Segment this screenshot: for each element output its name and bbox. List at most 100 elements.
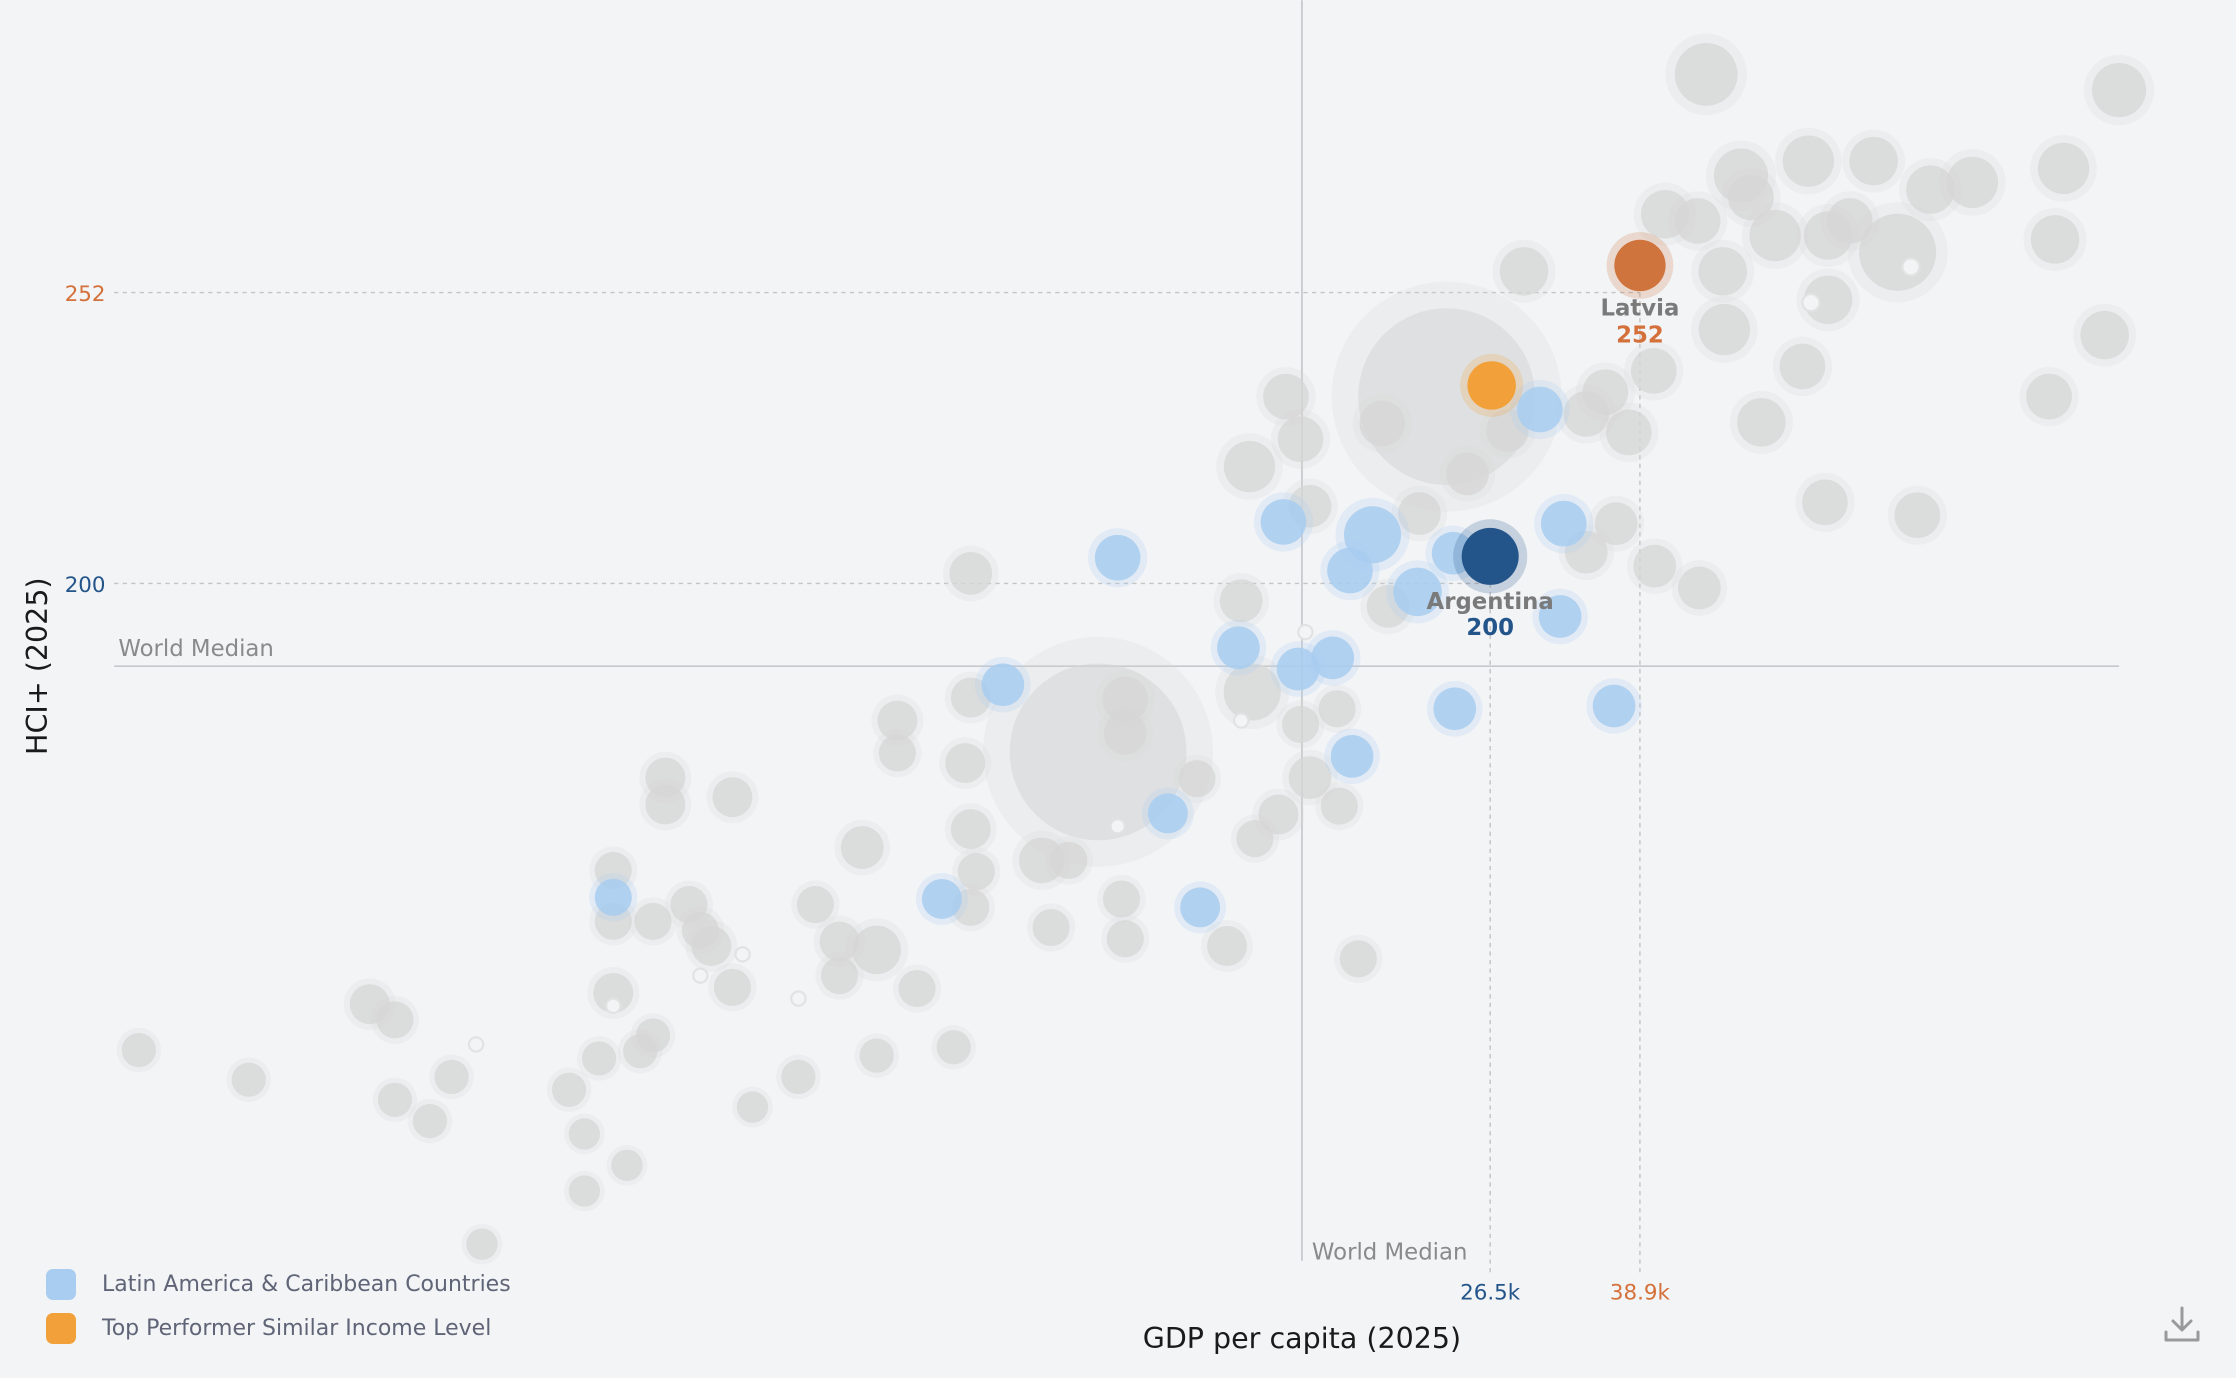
- bubble-country[interactable]: [898, 969, 936, 1008]
- bubble-country[interactable]: [466, 1228, 498, 1260]
- bubble-country[interactable]: [2026, 373, 2072, 420]
- bubble-small[interactable]: [1109, 818, 1126, 835]
- bubble-country[interactable]: [1032, 908, 1070, 947]
- bubble-country[interactable]: [1894, 492, 1941, 539]
- bubble-country[interactable]: [1103, 712, 1147, 755]
- bubble-country[interactable]: [1277, 416, 1324, 462]
- bubble-country[interactable]: [1782, 135, 1835, 187]
- bubble-country[interactable]: [1749, 209, 1801, 262]
- bubble-country[interactable]: [412, 1103, 448, 1139]
- bubble-country[interactable]: [713, 968, 751, 1006]
- bubble-country[interactable]: [551, 1072, 587, 1107]
- bubble-country[interactable]: [568, 1118, 601, 1150]
- bubble-country[interactable]: [1223, 440, 1276, 493]
- bubble-country[interactable]: [1019, 837, 1065, 884]
- bubble-country[interactable]: [1849, 136, 1898, 186]
- bubble-country[interactable]: [1263, 373, 1309, 420]
- bubble-country[interactable]: [594, 851, 632, 889]
- bubble-country[interactable]: [1282, 705, 1320, 743]
- bubble-country[interactable]: [1207, 926, 1248, 966]
- bubble-country[interactable]: [2091, 62, 2147, 118]
- bubble-country[interactable]: [957, 853, 995, 891]
- bubble-country[interactable]: [781, 1059, 816, 1095]
- bubble-latam[interactable]: [1517, 386, 1563, 433]
- bubble-country[interactable]: [1906, 165, 1955, 214]
- bubble-country[interactable]: [1605, 409, 1652, 456]
- bubble-latam[interactable]: [1260, 499, 1307, 545]
- bubble-country[interactable]: [2030, 215, 2080, 264]
- bubble-country[interactable]: [1339, 940, 1377, 978]
- bubble-country[interactable]: [611, 1149, 643, 1181]
- bubble-country[interactable]: [859, 1038, 894, 1073]
- bubble-country[interactable]: [949, 552, 993, 595]
- bubble-small[interactable]: [1233, 712, 1250, 729]
- bubble-latvia[interactable]: [1614, 239, 1666, 292]
- bubble-country[interactable]: [1178, 760, 1216, 798]
- bubble-country[interactable]: [1359, 400, 1406, 447]
- bubble-country[interactable]: [950, 677, 991, 718]
- bubble-country[interactable]: [1802, 479, 1848, 526]
- bubble-country[interactable]: [231, 1062, 266, 1097]
- bubble-country[interactable]: [1102, 676, 1149, 723]
- bubble-country[interactable]: [1320, 787, 1358, 825]
- bubble-small[interactable]: [467, 1036, 485, 1053]
- bubble-country[interactable]: [634, 902, 672, 940]
- bubble-country[interactable]: [840, 826, 884, 869]
- bubble-latam[interactable]: [1217, 626, 1260, 670]
- bubble-country[interactable]: [1236, 820, 1274, 858]
- bubble-country[interactable]: [2037, 142, 2090, 195]
- bubble-country[interactable]: [877, 700, 918, 741]
- bubble-country[interactable]: [1633, 544, 1677, 588]
- bubble-country[interactable]: [1826, 198, 1873, 244]
- bubble-country[interactable]: [819, 921, 860, 962]
- bubble-country[interactable]: [852, 925, 901, 975]
- bubble-argentina[interactable]: [1461, 527, 1519, 585]
- bubble-latam[interactable]: [1393, 567, 1442, 617]
- bubble-latam[interactable]: [981, 663, 1025, 707]
- bubble-country[interactable]: [1486, 409, 1529, 453]
- bubble-country[interactable]: [581, 1041, 617, 1076]
- bubble-country[interactable]: [2080, 310, 2129, 360]
- bubble-country[interactable]: [820, 957, 859, 995]
- bubble-country[interactable]: [1674, 43, 1738, 106]
- bubble-country[interactable]: [623, 1034, 658, 1069]
- bubble-country[interactable]: [568, 1175, 601, 1207]
- bubble-country[interactable]: [1050, 841, 1088, 879]
- legend-item-latam[interactable]: Latin America & Caribbean Countries: [46, 1262, 511, 1306]
- bubble-latam[interactable]: [1311, 636, 1355, 680]
- bubble-country[interactable]: [1318, 690, 1356, 728]
- bubble-country[interactable]: [1677, 566, 1721, 610]
- bubble-country[interactable]: [1946, 156, 1999, 209]
- bubble-country[interactable]: [1630, 348, 1677, 394]
- bubble-country[interactable]: [434, 1059, 469, 1095]
- bubble-country[interactable]: [878, 734, 916, 772]
- legend-item-top-performer[interactable]: Top Performer Similar Income Level: [46, 1306, 511, 1350]
- bubble-latam[interactable]: [1540, 500, 1587, 547]
- bubble-country[interactable]: [1737, 398, 1786, 447]
- bubble-country[interactable]: [736, 1091, 769, 1123]
- bubble-country[interactable]: [691, 926, 732, 966]
- bubble-country[interactable]: [1499, 247, 1549, 296]
- bubble-country[interactable]: [593, 973, 634, 1013]
- bubble-top-performer[interactable]: [1467, 361, 1516, 410]
- bubble-country[interactable]: [712, 777, 753, 818]
- bubble-country[interactable]: [1223, 663, 1281, 721]
- bubble-country[interactable]: [945, 743, 986, 784]
- bubble-latam[interactable]: [594, 878, 632, 916]
- bubble-latam[interactable]: [1147, 793, 1188, 834]
- bubble-small[interactable]: [605, 997, 622, 1015]
- bubble-latam[interactable]: [1538, 595, 1582, 638]
- bubble-small[interactable]: [692, 967, 709, 984]
- bubble-country[interactable]: [1803, 275, 1853, 325]
- bubble-small[interactable]: [790, 990, 807, 1007]
- bubble-country[interactable]: [1288, 756, 1332, 799]
- bubble-small[interactable]: [1801, 293, 1821, 313]
- bubble-country[interactable]: [349, 984, 390, 1025]
- bubble-country[interactable]: [1219, 579, 1263, 623]
- bubble-country[interactable]: [1698, 247, 1748, 296]
- bubble-latam[interactable]: [1180, 887, 1221, 928]
- bubble-country[interactable]: [936, 1030, 971, 1065]
- bubble-country[interactable]: [670, 886, 708, 924]
- bubble-latam[interactable]: [921, 879, 962, 919]
- bubble-country[interactable]: [796, 886, 834, 924]
